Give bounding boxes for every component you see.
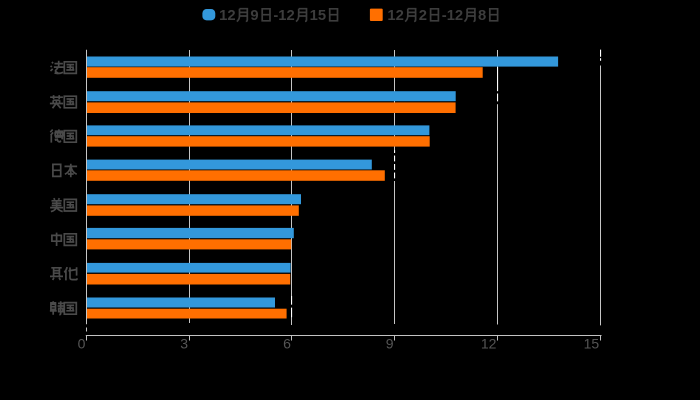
svg-text:12: 12 (481, 335, 497, 351)
svg-text:2: 2 (419, 8, 427, 24)
svg-text:0: 0 (78, 335, 86, 351)
svg-text:9: 9 (250, 8, 258, 24)
svg-text:6: 6 (283, 335, 291, 351)
svg-text:12: 12 (447, 8, 463, 24)
svg-text:12: 12 (278, 8, 294, 24)
svg-text:15: 15 (584, 335, 600, 351)
svg-text:-: - (442, 8, 447, 24)
svg-text:12: 12 (387, 8, 403, 24)
svg-text:12: 12 (219, 8, 235, 24)
svg-text:9: 9 (386, 335, 394, 351)
svg-text:8: 8 (478, 8, 486, 24)
svg-text:3: 3 (180, 335, 188, 351)
svg-text:-: - (273, 8, 278, 24)
svg-text:15: 15 (310, 8, 326, 24)
